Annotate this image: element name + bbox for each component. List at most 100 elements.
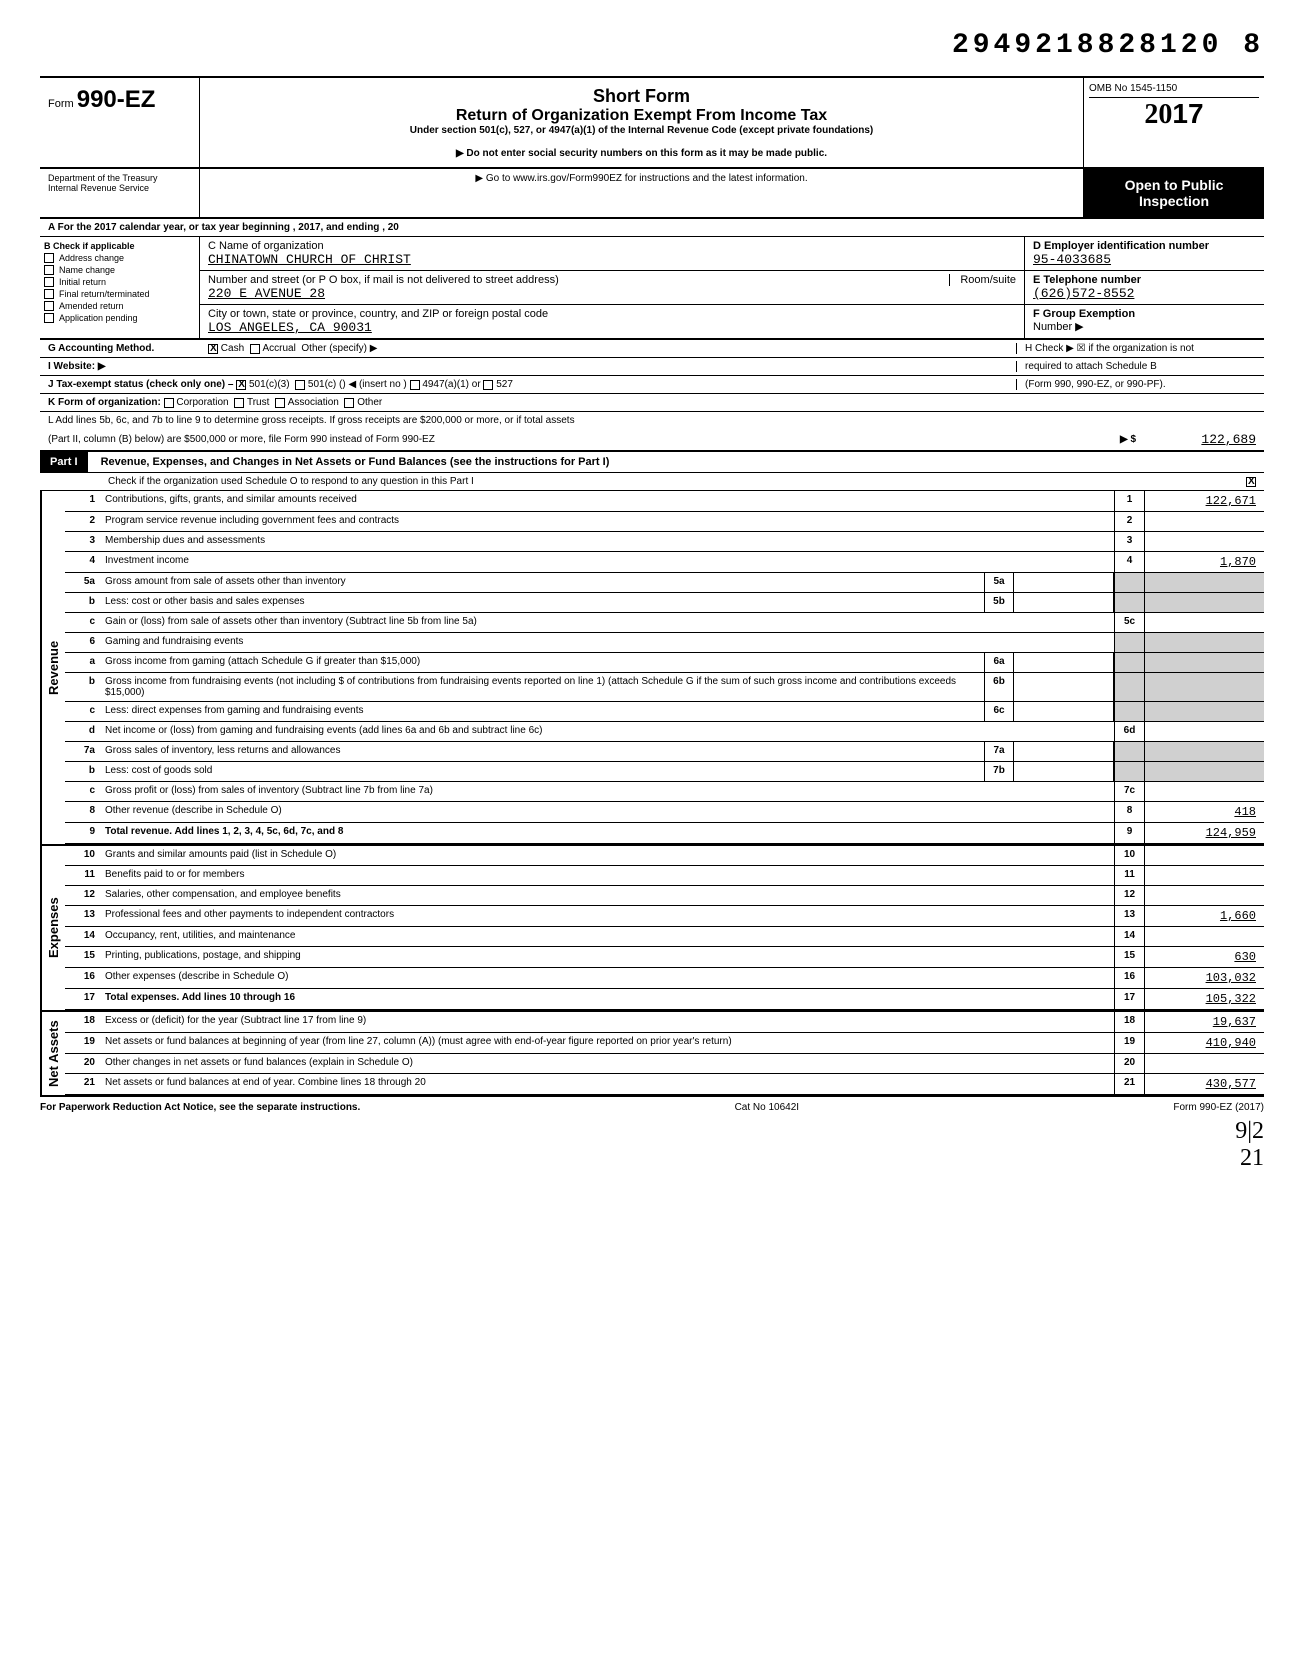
city-label: City or town, state or province, country…: [208, 308, 1016, 320]
sub-line-number: 6b: [984, 673, 1014, 701]
line-number: 13: [65, 906, 100, 926]
line-description: Less: direct expenses from gaming and fu…: [100, 702, 984, 721]
table-row: aGross income from gaming (attach Schedu…: [65, 653, 1264, 673]
schedule-o-check-row: Check if the organization used Schedule …: [40, 473, 1264, 491]
label-amended-return: Amended return: [59, 301, 124, 311]
checkbox-assoc-icon[interactable]: [275, 398, 285, 408]
part-1-label: Part I: [40, 452, 88, 472]
line-box-number: 10: [1114, 846, 1144, 865]
section-h-text3: (Form 990, 990-EZ, or 990-PF).: [1025, 379, 1166, 390]
checkbox-icon[interactable]: [44, 301, 54, 311]
line-value: 103,032: [1144, 968, 1264, 988]
line-value: [1144, 532, 1264, 551]
line-description: Gross sales of inventory, less returns a…: [100, 742, 984, 761]
sub-line-number: 5a: [984, 573, 1014, 592]
section-a-calendar-year: A For the 2017 calendar year, or tax yea…: [40, 219, 1264, 237]
arrow-icon: ▶ $: [1120, 434, 1136, 445]
line-number: 9: [65, 823, 100, 843]
line-number: 12: [65, 886, 100, 905]
table-row: 20Other changes in net assets or fund ba…: [65, 1054, 1264, 1074]
line-number: 5a: [65, 573, 100, 592]
line-description: Gross profit or (loss) from sales of inv…: [100, 782, 1114, 801]
net-assets-lines: 18Excess or (deficit) for the year (Subt…: [65, 1012, 1264, 1095]
group-exemption-row: F Group Exemption Number ▶: [1025, 305, 1264, 336]
checkbox-icon[interactable]: [44, 253, 54, 263]
line-number: 8: [65, 802, 100, 822]
checkbox-icon[interactable]: [44, 313, 54, 323]
section-c-org-info: C Name of organization CHINATOWN CHURCH …: [200, 237, 1024, 338]
line-number: 11: [65, 866, 100, 885]
checkbox-4947-icon[interactable]: [410, 380, 420, 390]
line-description: Grants and similar amounts paid (list in…: [100, 846, 1114, 865]
footer-row: For Paperwork Reduction Act Notice, see …: [40, 1097, 1264, 1118]
table-row: 19Net assets or fund balances at beginni…: [65, 1033, 1264, 1054]
checkbox-schedule-o-icon[interactable]: [1246, 477, 1256, 487]
label-name-change: Name change: [59, 265, 115, 275]
checkbox-icon[interactable]: [44, 289, 54, 299]
checkbox-527-icon[interactable]: [483, 380, 493, 390]
line-description: Occupancy, rent, utilities, and maintena…: [100, 927, 1114, 946]
line-value: [1144, 866, 1264, 885]
checkbox-other-icon[interactable]: [344, 398, 354, 408]
checkbox-501c-icon[interactable]: [295, 380, 305, 390]
line-number: 4: [65, 552, 100, 572]
table-row: 21Net assets or fund balances at end of …: [65, 1074, 1264, 1095]
addr-label: Number and street (or P O box, if mail i…: [208, 274, 559, 286]
cash-label: Cash: [221, 343, 244, 354]
line-description: Net assets or fund balances at end of ye…: [100, 1074, 1114, 1094]
line-value: 430,577: [1144, 1074, 1264, 1094]
line-description: Gain or (loss) from sale of assets other…: [100, 613, 1114, 632]
subtitle: Under section 501(c), 527, or 4947(a)(1)…: [208, 125, 1075, 136]
group-exemption-label: F Group Exemption: [1033, 308, 1256, 320]
line-description: Membership dues and assessments: [100, 532, 1114, 551]
ein-value: 95-4033685: [1033, 252, 1256, 267]
line-description: Printing, publications, postage, and shi…: [100, 947, 1114, 967]
document-number: 2949218828120 8: [40, 30, 1264, 61]
line-description: Professional fees and other payments to …: [100, 906, 1114, 926]
form-of-org-label: K Form of organization:: [48, 397, 161, 408]
opt-527: 527: [496, 379, 513, 390]
line-number: 2: [65, 512, 100, 531]
shaded-value: [1144, 702, 1264, 721]
table-row: cGain or (loss) from sale of assets othe…: [65, 613, 1264, 633]
table-row: bGross income from fundraising events (n…: [65, 673, 1264, 702]
line-value: 124,959: [1144, 823, 1264, 843]
dept-info: Department of the Treasury Internal Reve…: [40, 169, 200, 217]
checkbox-cash-icon[interactable]: [208, 344, 218, 354]
label-address-change: Address change: [59, 253, 124, 263]
shaded-box: [1114, 762, 1144, 781]
line-box-number: 20: [1114, 1054, 1144, 1073]
table-row: 11Benefits paid to or for members11: [65, 866, 1264, 886]
checkbox-accrual-icon[interactable]: [250, 344, 260, 354]
checkbox-icon[interactable]: [44, 265, 54, 275]
check-final-return: Final return/terminated: [44, 289, 195, 299]
section-l-row-2: (Part II, column (B) below) are $500,000…: [40, 429, 1264, 451]
checkbox-corp-icon[interactable]: [164, 398, 174, 408]
other-label: Other (specify) ▶: [301, 343, 377, 354]
checkbox-trust-icon[interactable]: [234, 398, 244, 408]
sub-line-value: [1014, 742, 1114, 761]
form-prefix: Form: [48, 98, 74, 110]
line-value: [1144, 1054, 1264, 1073]
table-row: 14Occupancy, rent, utilities, and mainte…: [65, 927, 1264, 947]
checkbox-501c3-icon[interactable]: [236, 380, 246, 390]
line-value: 105,322: [1144, 989, 1264, 1009]
section-l-text2: (Part II, column (B) below) are $500,000…: [48, 434, 435, 445]
website-label: I Website: ▶: [48, 361, 106, 372]
opt-insert: ) ◀ (insert no ): [342, 379, 406, 390]
line-value: [1144, 886, 1264, 905]
label-initial-return: Initial return: [59, 277, 106, 287]
line-value: 122,671: [1144, 491, 1264, 511]
table-row: 4Investment income41,870: [65, 552, 1264, 573]
checkbox-icon[interactable]: [44, 277, 54, 287]
line-value: [1144, 927, 1264, 946]
line-value: 1,660: [1144, 906, 1264, 926]
line-box-number: 8: [1114, 802, 1144, 822]
sub-line-value: [1014, 702, 1114, 721]
table-row: cLess: direct expenses from gaming and f…: [65, 702, 1264, 722]
table-row: 17Total expenses. Add lines 10 through 1…: [65, 989, 1264, 1010]
line-number: b: [65, 762, 100, 781]
line-number: b: [65, 593, 100, 612]
label-application-pending: Application pending: [59, 313, 138, 323]
opt-4947: 4947(a)(1) or: [422, 379, 480, 390]
